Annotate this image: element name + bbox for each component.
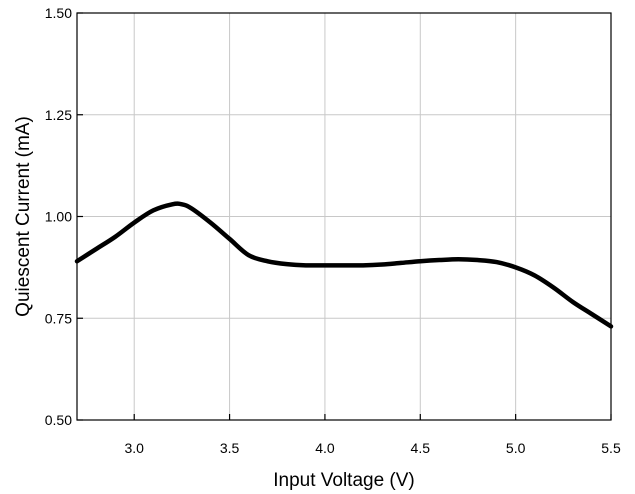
data-point [323,263,327,267]
data-point [342,263,346,267]
x-tick-label: 5.0 [506,440,526,456]
x-tick-label: 4.5 [411,440,431,456]
x-tick-label: 3.5 [220,440,240,456]
data-point [437,258,441,262]
data-point [113,235,117,239]
data-point [75,259,79,263]
data-point [399,261,403,265]
quiescent-current-line [74,201,614,329]
y-tick-label: 1.50 [45,5,72,21]
data-point [285,262,289,266]
data-point [514,265,518,269]
data-points [75,202,613,328]
data-point [571,300,575,304]
data-point [361,263,365,267]
data-point [609,324,613,328]
y-tick-label: 0.50 [45,412,72,428]
data-point [266,259,270,263]
data-point [170,202,174,206]
data-point [151,208,155,212]
data-point [189,206,193,210]
x-tick-label: 5.5 [601,440,621,456]
y-tick-label: 1.00 [45,209,72,225]
y-tick-label: 0.75 [45,310,72,326]
data-point [209,221,213,225]
data-point [533,274,537,278]
data-point [456,257,460,261]
y-axis-label: Quiescent Current (mA) [13,116,34,317]
data-point [132,221,136,225]
grid-lines [77,13,611,420]
y-tick-label: 1.25 [45,107,72,123]
data-point [495,260,499,264]
data-point [304,263,308,267]
data-point [247,253,251,257]
data-point [476,258,480,262]
data-point [380,263,384,267]
x-tick-label: 3.0 [124,440,144,456]
axis-ticks: 3.0 3.5 4.0 4.5 5.0 5.5 0.50 0.75 1.00 1.25 1.50 [45,5,621,456]
data-point [552,286,556,290]
data-point [418,259,422,263]
data-point [228,237,232,241]
x-axis-label: Input Voltage (V) [273,470,415,491]
x-tick-label: 4.0 [315,440,335,456]
data-point [180,202,184,206]
data-point [94,247,98,251]
data-point [590,312,594,316]
